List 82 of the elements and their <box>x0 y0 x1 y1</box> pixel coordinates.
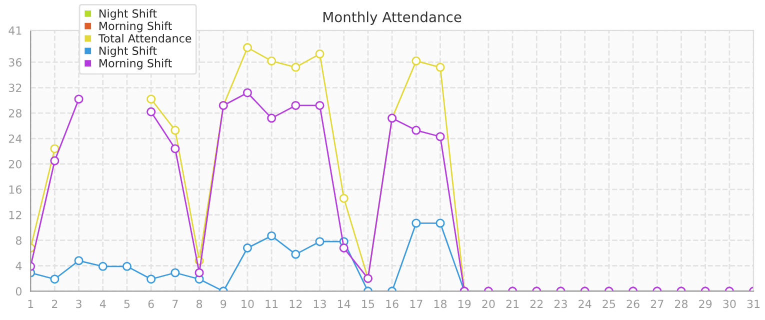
point <box>339 194 348 203</box>
y-tick-label: 32 <box>8 84 22 92</box>
point <box>74 256 84 266</box>
x-tick-label: 12 <box>290 300 302 308</box>
x-tick-label: 4 <box>100 300 106 308</box>
x-tick-label: 20 <box>482 300 495 308</box>
point <box>242 243 252 252</box>
point <box>436 218 445 228</box>
x-tick-label: 19 <box>458 300 471 308</box>
point <box>242 88 252 98</box>
x-tick-label: 5 <box>124 300 130 308</box>
legend-label: Total Attendance <box>98 34 192 43</box>
legend-label: Night Shift <box>100 46 157 58</box>
legend-label: Morning Shift <box>100 58 172 70</box>
y-tick-label: 28 <box>8 109 22 118</box>
point <box>412 56 421 66</box>
y-tick-label: 24 <box>8 134 22 143</box>
x-tick-label: 21 <box>506 300 519 308</box>
point <box>146 107 156 116</box>
point <box>242 43 252 52</box>
point <box>291 100 300 110</box>
chart-title: Monthly Attendance <box>324 12 462 25</box>
x-tick-label: 30 <box>723 300 736 308</box>
point <box>315 49 324 58</box>
x-tick-label: 27 <box>650 300 664 308</box>
point <box>98 262 108 271</box>
y-tick-label: 12 <box>9 210 22 220</box>
point <box>50 144 60 154</box>
point <box>436 62 445 72</box>
x-tick-label: 6 <box>148 300 154 308</box>
x-tick-label: 14 <box>338 300 350 308</box>
x-tick-label: 10 <box>242 300 254 308</box>
x-tick-label: 25 <box>602 300 616 308</box>
x-tick-label: 8 <box>196 300 202 308</box>
x-tick-label: 13 <box>314 300 326 308</box>
y-tick-label: 4 <box>16 262 22 270</box>
point <box>412 126 421 135</box>
point <box>267 114 276 123</box>
x-tick-label: 24 <box>578 300 592 308</box>
y-tick-label: 20 <box>8 160 22 168</box>
point <box>315 237 324 246</box>
y-tick-label: 41 <box>8 26 22 35</box>
point <box>315 100 324 110</box>
point <box>50 274 60 284</box>
point <box>339 243 348 252</box>
point <box>122 262 132 271</box>
point <box>146 94 156 104</box>
x-tick-label: 22 <box>530 300 543 308</box>
point <box>146 274 156 284</box>
point <box>194 268 204 278</box>
point <box>291 250 300 259</box>
y-tick-label: 16 <box>9 185 22 194</box>
point <box>170 126 180 135</box>
x-tick-label: 18 <box>434 300 447 308</box>
x-tick-label: 29 <box>699 300 712 308</box>
y-tick-label: 0 <box>16 287 22 296</box>
x-tick-label: 9 <box>220 300 226 308</box>
x-tick-label: 17 <box>410 300 422 308</box>
x-tick-label: 16 <box>386 300 398 308</box>
x-tick-label: 23 <box>554 300 567 308</box>
point <box>291 62 300 72</box>
x-tick-label: 28 <box>674 300 688 308</box>
legend-label: Night Shift <box>100 9 157 20</box>
x-tick-label: 31 <box>747 300 760 308</box>
y-tick-label: 8 <box>16 236 22 245</box>
x-tick-label: 1 <box>28 300 34 308</box>
x-tick-label: 26 <box>626 300 640 308</box>
x-tick-label: 2 <box>52 300 58 308</box>
legend-label: Morning Shift <box>100 22 172 32</box>
x-tick-label: 3 <box>76 300 82 308</box>
point <box>74 94 84 104</box>
point <box>170 268 180 278</box>
x-tick-label: 15 <box>362 300 374 308</box>
point <box>436 132 445 142</box>
point <box>50 156 60 166</box>
x-tick-label: 7 <box>172 300 178 308</box>
point <box>267 231 276 240</box>
x-tick-label: 11 <box>266 300 278 308</box>
point <box>170 144 180 154</box>
y-tick-label: 36 <box>8 58 22 67</box>
point <box>267 56 276 66</box>
point <box>412 218 421 228</box>
